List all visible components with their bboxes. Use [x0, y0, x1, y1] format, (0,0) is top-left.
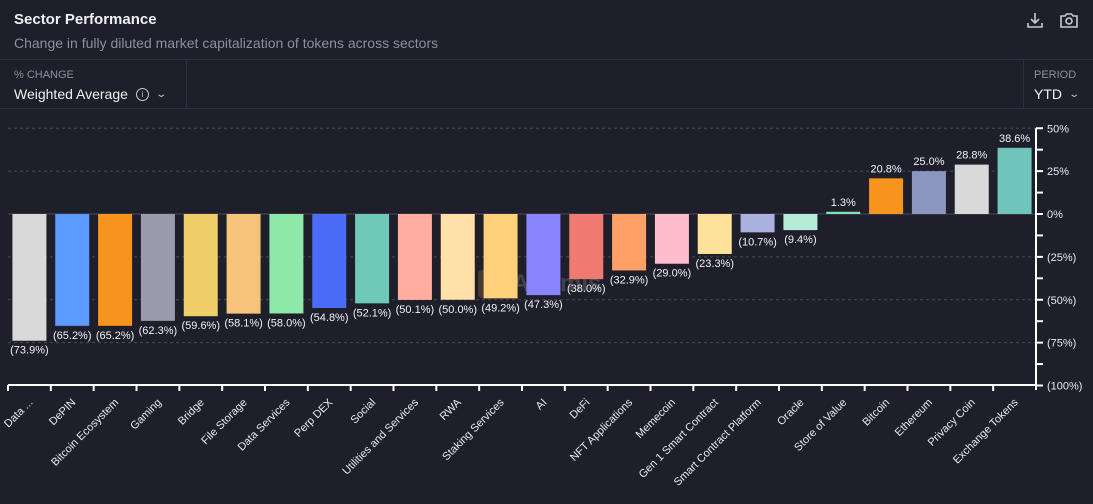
data-label: (10.7%) [738, 236, 777, 248]
data-label: (65.2%) [53, 330, 92, 342]
x-tick-label: Memecoin [634, 397, 678, 441]
x-tick-label: Bridge [176, 397, 207, 428]
bar [183, 214, 218, 317]
bar [440, 214, 475, 300]
y-tick-label: 50% [1047, 123, 1069, 135]
x-tick-label: Bitcoin [860, 397, 892, 429]
data-label: (38.0%) [567, 283, 606, 295]
bar [826, 211, 861, 214]
data-label: 20.8% [870, 163, 901, 175]
bar [612, 214, 647, 271]
bar [55, 214, 90, 326]
bar [869, 178, 904, 214]
data-label: (50.1%) [396, 304, 435, 316]
data-label: (9.4%) [784, 234, 816, 246]
y-tick-label: (100%) [1047, 381, 1082, 393]
bar [654, 214, 689, 264]
chart-subtitle: Change in fully diluted market capitaliz… [14, 35, 439, 51]
x-tick-label: Utilities and Services [340, 396, 421, 477]
data-label: 28.8% [956, 150, 987, 162]
data-label: (62.3%) [139, 325, 178, 337]
x-tick-label: DeFi [567, 397, 592, 422]
download-icon[interactable] [1025, 10, 1045, 35]
bar [697, 214, 732, 254]
data-label: (65.2%) [96, 330, 135, 342]
data-label: (23.3%) [695, 258, 734, 270]
camera-icon[interactable] [1059, 10, 1079, 35]
bar [226, 214, 261, 314]
data-label: (52.1%) [353, 307, 392, 319]
info-icon[interactable]: i [135, 87, 149, 101]
chart-title: Sector Performance [14, 11, 157, 28]
bar [312, 214, 347, 308]
x-tick-label: Data ... [2, 397, 36, 431]
x-tick-label: Social [349, 397, 379, 427]
bar [526, 214, 561, 296]
data-label: 38.6% [999, 133, 1030, 145]
data-label: (50.0%) [438, 304, 477, 316]
x-tick-label: Gen 1 Smart Contract [637, 397, 721, 481]
data-label: (32.9%) [610, 274, 649, 286]
data-label: (54.8%) [310, 312, 349, 324]
x-tick-label: RWA [438, 396, 465, 423]
bar [911, 171, 946, 214]
bar [483, 214, 518, 299]
y-tick-label: (75%) [1047, 338, 1076, 350]
bar [397, 214, 432, 300]
period-label: PERIOD [1034, 69, 1077, 81]
period-value: YTD [1034, 86, 1062, 102]
chevron-down-icon: ⌄ [1068, 88, 1081, 100]
x-tick-label: Oracle [775, 397, 806, 428]
bar [954, 164, 989, 214]
x-tick-label: DePIN [47, 397, 78, 428]
x-tick-label: Gaming [128, 397, 164, 433]
change-value: Weighted Average [14, 86, 128, 102]
y-tick-label: (50%) [1047, 295, 1076, 307]
change-type-dropdown[interactable]: % CHANGE Weighted Average i ⌄ [0, 60, 187, 108]
change-label: % CHANGE [14, 69, 74, 81]
data-label: (58.0%) [267, 317, 306, 329]
data-label: 1.3% [831, 197, 856, 209]
bar [569, 214, 604, 280]
bar [140, 214, 175, 321]
period-dropdown[interactable]: PERIOD YTD ⌄ [1023, 60, 1093, 108]
bar [355, 214, 390, 304]
bar [12, 214, 47, 341]
data-label: (49.2%) [481, 302, 520, 314]
bar [783, 214, 818, 231]
x-tick-label: Smart Contract Platform [672, 397, 764, 489]
chevron-down-icon: ⌄ [155, 88, 167, 100]
data-label: (73.9%) [10, 345, 49, 357]
data-label: (47.3%) [524, 299, 563, 311]
x-tick-label: AI [534, 397, 550, 413]
bar [98, 214, 133, 326]
bar [740, 214, 775, 233]
x-tick-label: Ethereum [893, 397, 935, 439]
data-label: (29.0%) [653, 268, 692, 280]
data-label: (59.6%) [181, 320, 220, 332]
y-tick-label: 25% [1047, 166, 1069, 178]
data-label: (58.1%) [224, 318, 263, 330]
data-label: 25.0% [913, 156, 944, 168]
bar [269, 214, 304, 314]
bar [997, 147, 1032, 214]
y-tick-label: (25%) [1047, 252, 1076, 264]
x-tick-label: Perp DEX [292, 396, 336, 440]
y-tick-label: 0% [1047, 209, 1063, 221]
